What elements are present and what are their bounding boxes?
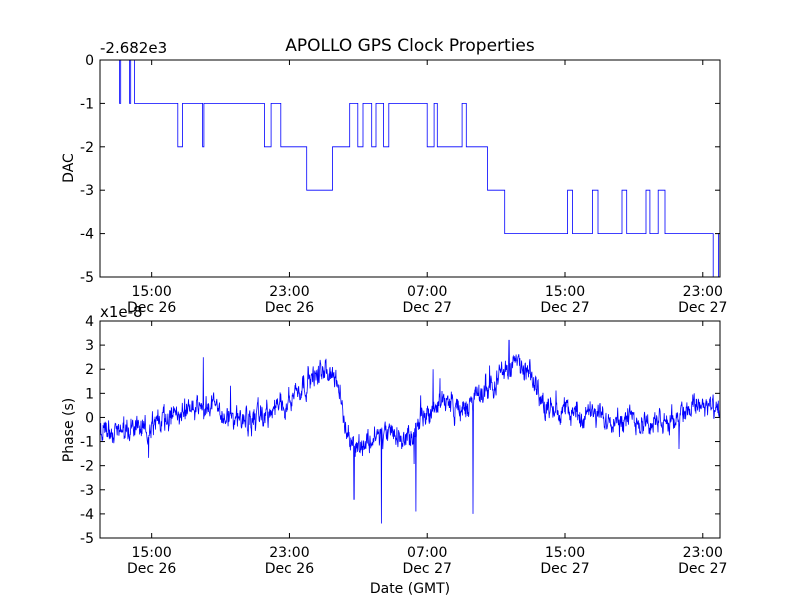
x-tick-time-label: 15:00 <box>545 284 585 300</box>
x-tick-date-label: Dec 26 <box>127 561 176 577</box>
x-tick-time-label: 23:00 <box>269 284 309 300</box>
x-tick-date-label: Dec 27 <box>678 561 727 577</box>
y-tick-label: -4 <box>80 507 94 523</box>
x-tick-date-label: Dec 27 <box>403 561 452 577</box>
x-tick-time-label: 15:00 <box>545 545 585 561</box>
y-tick-label: 0 <box>85 410 94 426</box>
phase-series-line <box>99 339 721 524</box>
x-tick-date-label: Dec 27 <box>403 300 452 316</box>
y-tick-label: -3 <box>80 183 94 199</box>
x-tick-time-label: 23:00 <box>683 545 723 561</box>
x-tick-time-label: 23:00 <box>683 284 723 300</box>
phase-offset-label: x1e-8 <box>100 303 143 321</box>
y-tick-label: 3 <box>85 338 94 354</box>
y-tick-label: -1 <box>80 435 94 451</box>
phase-axes-frame <box>99 320 721 539</box>
dac-series-line <box>100 59 720 278</box>
x-axis-label: Date (GMT) <box>370 581 450 597</box>
x-tick-date-label: Dec 26 <box>265 561 314 577</box>
dac-offset-label: -2.682e3 <box>100 39 167 57</box>
y-tick-label: -5 <box>80 270 94 286</box>
y-tick-label: -5 <box>80 531 94 547</box>
y-tick-label: -2 <box>80 140 94 156</box>
x-tick-time-label: 23:00 <box>269 545 309 561</box>
y-tick-label: -4 <box>80 227 94 243</box>
x-tick-time-label: 07:00 <box>407 284 447 300</box>
chart-title: APOLLO GPS Clock Properties <box>285 36 535 56</box>
x-tick-time-label: 07:00 <box>407 545 447 561</box>
x-tick-date-label: Dec 27 <box>540 561 589 577</box>
y-tick-label: -2 <box>80 459 94 475</box>
x-tick-date-label: Dec 27 <box>678 300 727 316</box>
x-tick-date-label: Dec 26 <box>265 300 314 316</box>
y-tick-label: -3 <box>80 483 94 499</box>
y-tick-label: 1 <box>85 386 94 402</box>
y-tick-label: -1 <box>80 96 94 112</box>
x-tick-date-label: Dec 26 <box>127 300 176 316</box>
x-tick-time-label: 15:00 <box>131 284 171 300</box>
y-tick-label: 4 <box>85 314 94 330</box>
phase-ylabel: Phase (s) <box>61 398 77 462</box>
x-tick-date-label: Dec 27 <box>540 300 589 316</box>
dac-axes-frame <box>99 59 721 278</box>
y-tick-label: 2 <box>85 362 94 378</box>
dac-ylabel: DAC <box>61 153 77 183</box>
x-tick-time-label: 15:00 <box>131 545 171 561</box>
y-tick-label: 0 <box>85 53 94 69</box>
